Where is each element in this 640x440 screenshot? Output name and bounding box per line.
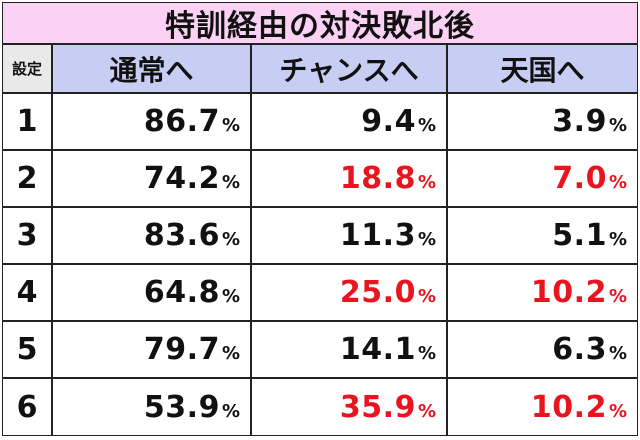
percent-sign: % (417, 229, 436, 250)
chance-rate-value: 14.1 (339, 332, 416, 367)
percent-sign: % (221, 343, 240, 364)
chance-rate-cell: 25.0% (250, 263, 448, 322)
heaven-rate-value: 5.1 (552, 218, 607, 253)
heaven-rate-value: 3.9 (552, 104, 607, 139)
normal-rate-value: 53.9 (143, 389, 220, 425)
chance-rate-cell: 35.9% (250, 377, 448, 435)
percent-sign: % (608, 229, 627, 250)
percent-sign: % (608, 400, 627, 422)
heaven-rate-cell: 7.0% (446, 149, 637, 208)
chance-rate-cell: 14.1% (250, 320, 448, 379)
percent-sign: % (417, 172, 436, 193)
chance-rate-value: 11.3 (339, 218, 416, 253)
percent-sign: % (417, 400, 436, 422)
heaven-rate-value: 10.2 (530, 389, 607, 425)
normal-rate-cell: 53.9% (51, 377, 252, 435)
setting-cell: 3 (3, 206, 53, 265)
setting-cell: 5 (3, 320, 53, 379)
normal-rate-value: 64.8 (143, 275, 220, 310)
chance-rate-cell: 11.3% (250, 206, 448, 265)
percent-sign: % (608, 172, 627, 193)
table-title: 特訓経由の対決敗北後 (3, 3, 637, 45)
heaven-rate-cell: 5.1% (446, 206, 637, 265)
table-row: 3 83.6% 11.3% 5.1% (3, 206, 637, 265)
heaven-rate-value: 7.0 (552, 161, 607, 196)
table-row: 4 64.8% 25.0% 10.2% (3, 263, 637, 322)
setting-cell: 6 (3, 377, 53, 435)
heaven-rate-cell: 3.9% (446, 92, 637, 151)
normal-rate-value: 79.7 (143, 332, 220, 367)
normal-rate-cell: 74.2% (51, 149, 252, 208)
percent-sign: % (417, 286, 436, 307)
percent-sign: % (417, 115, 436, 136)
header-chance: チャンスへ (250, 45, 448, 94)
heaven-rate-cell: 6.3% (446, 320, 637, 379)
percent-sign: % (608, 343, 627, 364)
chance-rate-value: 35.9 (339, 389, 416, 425)
chance-rate-cell: 9.4% (250, 92, 448, 151)
heaven-rate-cell: 10.2% (446, 377, 637, 435)
percent-sign: % (221, 229, 240, 250)
normal-rate-value: 86.7 (143, 104, 220, 139)
chance-rate-value: 18.8 (339, 161, 416, 196)
percent-sign: % (221, 115, 240, 136)
heaven-rate-value: 6.3 (552, 332, 607, 367)
percent-sign: % (221, 172, 240, 193)
setting-cell: 2 (3, 149, 53, 208)
chance-rate-value: 9.4 (361, 104, 416, 139)
header-setting: 設定 (3, 45, 53, 94)
percent-sign: % (417, 343, 436, 364)
percent-sign: % (221, 286, 240, 307)
table-body: 1 86.7% 9.4% 3.9% 2 74.2% 18.8% 7.0% 3 8… (3, 92, 637, 435)
percent-sign: % (221, 400, 240, 422)
percent-sign: % (608, 115, 627, 136)
rate-table: 設定 通常へ チャンスへ 天国へ 1 86.7% 9.4% 3.9% 2 74.… (3, 45, 637, 435)
setting-cell: 4 (3, 263, 53, 322)
table-row: 2 74.2% 18.8% 7.0% (3, 149, 637, 208)
header-row: 設定 通常へ チャンスへ 天国へ (3, 45, 637, 94)
header-heaven: 天国へ (446, 45, 637, 94)
normal-rate-cell: 64.8% (51, 263, 252, 322)
heaven-rate-value: 10.2 (530, 275, 607, 310)
chance-rate-cell: 18.8% (250, 149, 448, 208)
table-row: 5 79.7% 14.1% 6.3% (3, 320, 637, 379)
setting-cell: 1 (3, 92, 53, 151)
table-row: 6 53.9% 35.9% 10.2% (3, 377, 637, 435)
normal-rate-value: 74.2 (143, 161, 220, 196)
normal-rate-cell: 86.7% (51, 92, 252, 151)
normal-rate-cell: 79.7% (51, 320, 252, 379)
chance-rate-value: 25.0 (339, 275, 416, 310)
header-normal: 通常へ (51, 45, 252, 94)
normal-rate-value: 83.6 (143, 218, 220, 253)
table-row: 1 86.7% 9.4% 3.9% (3, 92, 637, 151)
percent-sign: % (608, 286, 627, 307)
heaven-rate-cell: 10.2% (446, 263, 637, 322)
normal-rate-cell: 83.6% (51, 206, 252, 265)
